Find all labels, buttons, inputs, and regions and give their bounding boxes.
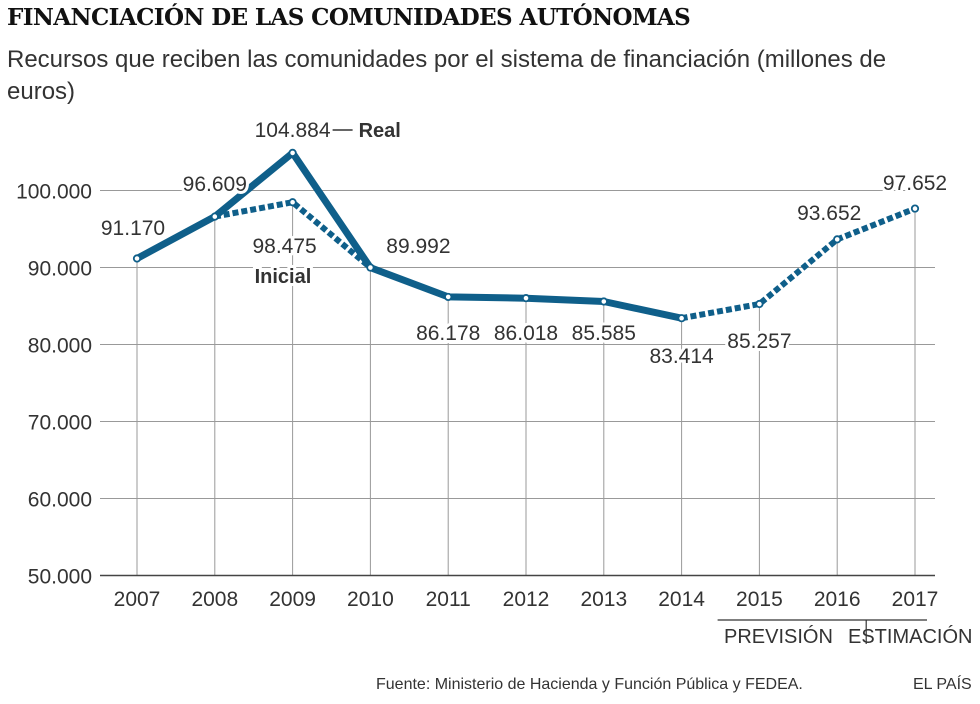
x-tick-label: 2016 — [814, 588, 861, 611]
y-tick-label: 70.000 — [28, 412, 92, 435]
data-label: 104.884 — [255, 119, 331, 142]
x-tick-label: 2017 — [892, 588, 939, 611]
data-point-2012 — [521, 294, 531, 303]
x-tick-label: 2010 — [347, 588, 394, 611]
series-line-real — [133, 149, 686, 322]
period-label-prevision: PREVISIÓN — [724, 625, 833, 648]
x-tick-label: 2015 — [736, 588, 783, 611]
x-tick-label: 2009 — [269, 588, 316, 611]
y-tick-label: 60.000 — [28, 489, 92, 512]
y-tick-label: 90.000 — [28, 258, 92, 281]
data-point-2008 — [210, 212, 219, 221]
chart-subtitle: Recursos que reciben las comunidades por… — [7, 46, 887, 105]
data-label: 86.018 — [494, 322, 558, 345]
grid-layer — [100, 190, 935, 577]
chart-title: FINANCIACIÓN DE LAS COMUNIDADES AUTÓNOMA… — [7, 4, 691, 31]
series-layer — [132, 148, 920, 323]
y-tick-label: 100.000 — [16, 181, 92, 204]
x-tick-label: 2012 — [503, 588, 550, 611]
series-line-prevision-estimacion — [681, 205, 917, 322]
data-point-2015 — [755, 299, 764, 309]
data-point-2017 — [910, 204, 920, 213]
series-label-inicial: Inicial — [255, 266, 312, 288]
data-label: 98.475 — [252, 235, 316, 258]
source-note: Fuente: Ministerio de Hacienda y Función… — [376, 676, 803, 693]
data-label: 89.992 — [386, 235, 450, 258]
data-point-2016 — [833, 235, 842, 244]
data-label: 83.414 — [649, 345, 714, 368]
x-tick-label: 2014 — [658, 588, 705, 611]
data-label: 96.609 — [183, 173, 247, 196]
series-label-real: Real — [359, 120, 401, 142]
data-point-2014 — [677, 314, 686, 323]
data-label: 85.257 — [727, 330, 791, 353]
data-point-2010 — [366, 263, 375, 272]
y-tick-label: 50.000 — [28, 566, 92, 589]
x-tick-label: 2013 — [580, 588, 627, 611]
label-layer: 50.000 60.000 70.000 80.000 90.000 100.000 200… — [16, 116, 972, 648]
data-point-2009 — [288, 148, 297, 157]
period-label-estimacion: ESTIMACIÓN — [848, 625, 972, 648]
data-label: 86.178 — [416, 322, 480, 345]
brand-credit: EL PAÍS — [913, 676, 972, 693]
y-tick-label: 80.000 — [28, 335, 92, 358]
data-label: 93.652 — [797, 202, 861, 225]
data-label: 97.652 — [883, 172, 947, 195]
data-point-2009 — [288, 198, 297, 207]
series-line-inicial — [214, 199, 373, 270]
data-label: 91.170 — [101, 217, 165, 240]
data-point-2007 — [132, 254, 142, 263]
x-tick-label: 2011 — [426, 588, 471, 611]
data-point-2013 — [599, 297, 608, 306]
data-label: 85.585 — [572, 322, 636, 345]
x-tick-label: 2008 — [191, 588, 238, 611]
data-point-2011 — [444, 292, 453, 302]
x-tick-label: 2007 — [114, 588, 161, 611]
